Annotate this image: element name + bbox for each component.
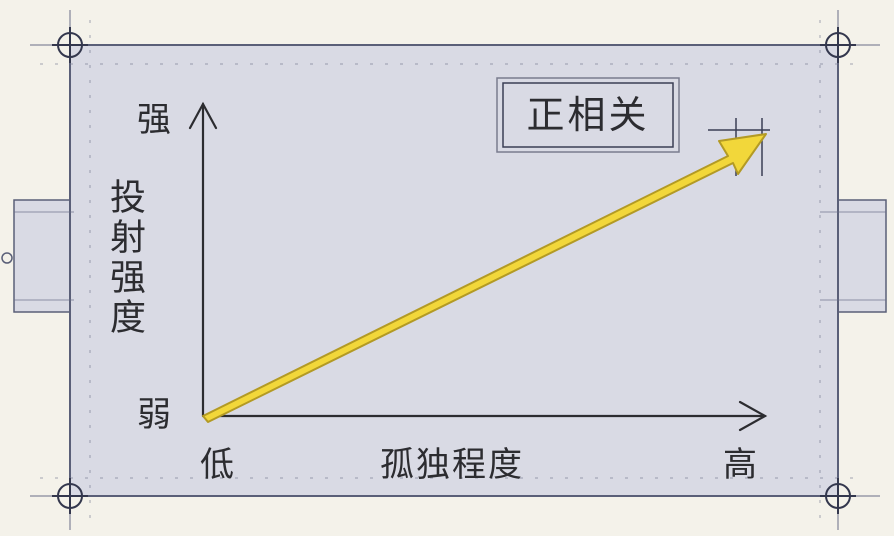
x-axis-arrowhead bbox=[738, 400, 768, 432]
y-axis-title: 投射强度 bbox=[104, 178, 145, 338]
x-axis-title: 孤独程度 bbox=[380, 445, 524, 485]
registration-mark-top-left bbox=[52, 27, 88, 63]
registration-mark-bottom-left bbox=[52, 478, 88, 514]
x-axis-low-label: 低 bbox=[200, 445, 234, 485]
y-axis-high-label: 强 bbox=[137, 100, 171, 140]
construction-lines bbox=[14, 10, 886, 530]
registration-mark-bottom-right bbox=[820, 478, 856, 514]
correlation-arrow bbox=[202, 133, 767, 423]
relation-label: 正相关 bbox=[526, 93, 650, 137]
left-side-tab bbox=[13, 199, 75, 313]
y-axis-low-label: 弱 bbox=[137, 395, 171, 435]
registration-mark-top-right bbox=[820, 27, 856, 63]
legend-frame bbox=[496, 77, 680, 153]
board-panel bbox=[69, 44, 839, 497]
x-axis-high-label: 高 bbox=[723, 445, 757, 485]
left-tab-hole bbox=[1, 252, 13, 264]
registration-marks bbox=[52, 27, 856, 514]
y-axis-arrowhead bbox=[188, 101, 218, 130]
